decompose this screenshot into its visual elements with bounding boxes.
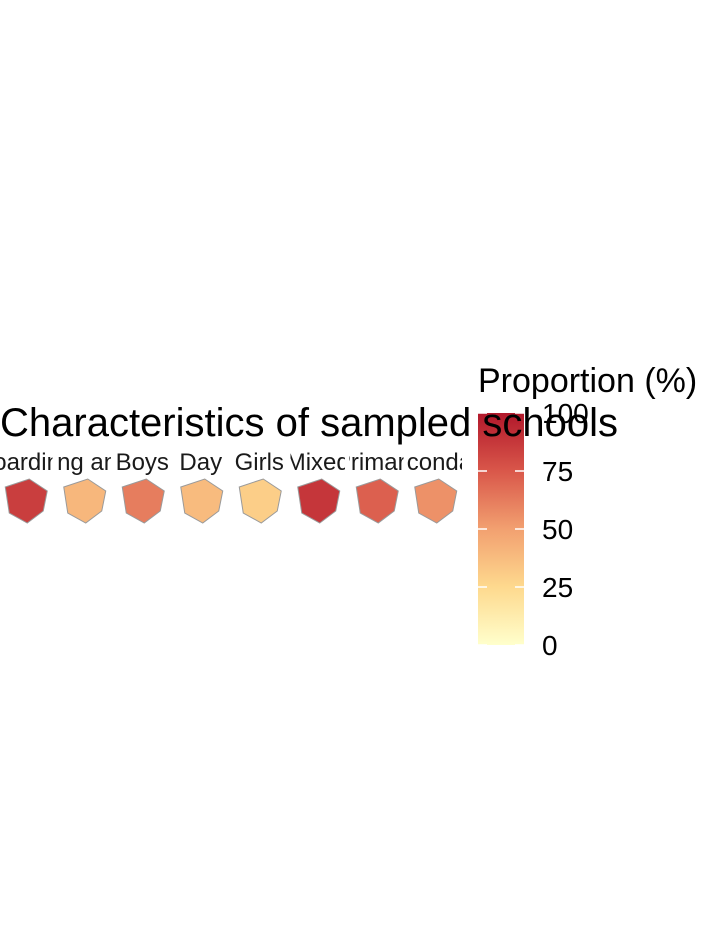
legend-tick-label: 50 — [542, 514, 573, 545]
legend-tick-label: 75 — [542, 456, 573, 487]
legend-tick-label: 25 — [542, 572, 573, 603]
panel-region-fill — [355, 478, 399, 524]
panel-region-fill — [4, 478, 48, 524]
panel-strip-label: Mixed — [286, 449, 350, 476]
panel-region-fill — [297, 478, 341, 524]
panel: Secondary — [377, 449, 492, 524]
panel: Boarding and Day — [0, 449, 180, 524]
panel-strip-label: Boarding — [0, 449, 73, 476]
panel-strip-label: Day — [179, 449, 222, 476]
legend-title: Proportion (%) — [478, 362, 697, 400]
panel-strip-label: Primary — [335, 449, 418, 476]
panel-strip-label: Boarding and Day — [0, 449, 180, 476]
panel-region-fill — [63, 478, 107, 524]
panel: Day — [179, 449, 224, 524]
panel-region-fill — [180, 478, 224, 524]
legend-tick-label: 0 — [542, 630, 558, 661]
panel-region-fill — [238, 478, 282, 524]
chart-title: Characteristics of sampled schools — [0, 401, 618, 445]
panel: Boarding — [0, 449, 73, 524]
panel-region-fill — [414, 478, 458, 524]
panel: Girls — [235, 449, 284, 524]
panel: Primary — [335, 449, 418, 524]
panel: Boys — [116, 449, 169, 524]
panel: Mixed — [286, 449, 350, 524]
panel-strip-label: Boys — [116, 449, 169, 476]
panel-region-fill — [121, 478, 165, 524]
panel-strip-label: Secondary — [377, 449, 492, 476]
panel-strip-label: Girls — [235, 449, 284, 476]
legend: Proportion (%) 0 25 50 75 100 — [478, 362, 697, 661]
legend-tick-label: 100 — [542, 398, 589, 429]
